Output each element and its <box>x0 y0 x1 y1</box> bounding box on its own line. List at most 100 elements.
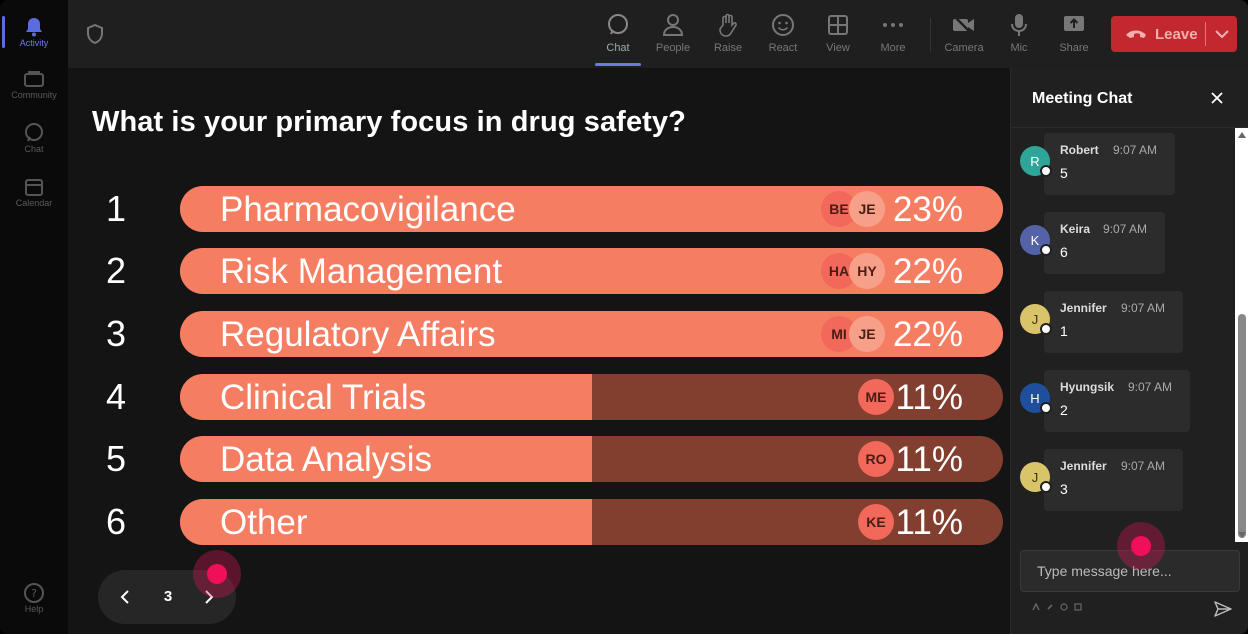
poll-option-bar[interactable]: Pharmacovigilance 23% BE JE <box>180 186 1003 232</box>
active-tab-indicator <box>595 63 641 66</box>
poll-stage: What is your primary focus in drug safet… <box>68 68 1010 634</box>
prev-page-button[interactable] <box>113 585 137 609</box>
avatar[interactable]: H <box>1020 383 1052 414</box>
toolbar-raise-button[interactable]: Raise <box>701 8 755 62</box>
voter-avatar: BE <box>821 191 857 227</box>
option-percent: 22% <box>892 315 963 354</box>
option-label: Regulatory Affairs <box>220 315 496 354</box>
toolbar-divider <box>930 18 931 52</box>
toolbar-more-button[interactable]: More <box>866 8 920 62</box>
message-text: 2 <box>1060 402 1068 418</box>
pointer-indicator <box>1117 522 1165 570</box>
smile-icon <box>770 12 796 38</box>
rail-item-label: Community <box>11 90 57 100</box>
toolbar-label: View <box>826 42 850 54</box>
page-number: 3 <box>163 588 173 605</box>
voter-avatar: ME <box>858 379 894 415</box>
poll-option-bar[interactable]: Risk Management 22% HA HY <box>180 248 1003 294</box>
option-number: 2 <box>106 250 127 291</box>
toolbar-camera-button[interactable]: Camera <box>937 8 991 62</box>
chevron-down-icon[interactable] <box>1211 23 1233 45</box>
avatar[interactable]: K <box>1020 225 1052 256</box>
next-page-button[interactable] <box>197 585 221 609</box>
avatar[interactable]: J <box>1020 304 1052 335</box>
gif-icon[interactable] <box>1073 602 1083 612</box>
message-bubble[interactable]: Jennifer 9:07 AM 1 <box>1044 291 1183 353</box>
avatar[interactable]: J <box>1020 462 1052 493</box>
rail-item-help[interactable]: ? Help <box>0 572 68 624</box>
scroll-up-arrow[interactable] <box>1238 132 1246 138</box>
message-bubble[interactable]: Robert 9:07 AM 5 <box>1044 133 1175 195</box>
rail-item-activity[interactable]: Activity <box>0 6 68 58</box>
message-text: 3 <box>1060 481 1068 497</box>
option-percent: 11% <box>895 503 963 542</box>
camera-off-icon <box>951 12 977 38</box>
presence-status <box>1040 244 1052 256</box>
help-icon: ? <box>23 582 45 604</box>
toolbar-label: Share <box>1059 42 1089 54</box>
share-icon <box>1061 12 1087 38</box>
attach-icon[interactable] <box>1045 602 1055 612</box>
option-percent: 22% <box>892 252 963 291</box>
close-chat-button[interactable] <box>1207 88 1227 108</box>
message-time: 9:07 AM <box>1113 143 1158 157</box>
chat-message: Robert 9:07 AM 5 R <box>1011 130 1235 195</box>
toolbar-label: Camera <box>944 42 984 54</box>
shield-icon[interactable] <box>86 23 106 45</box>
scroll-thumb[interactable] <box>1238 314 1246 538</box>
chat-bubble-icon <box>605 12 631 38</box>
toolbar-react-button[interactable]: React <box>756 8 810 62</box>
rail-item-label: Calendar <box>15 198 53 208</box>
emoji-icon[interactable] <box>1059 602 1069 612</box>
message-bubble[interactable]: Jennifer 9:07 AM 3 <box>1044 449 1183 511</box>
leave-label: Leave <box>1155 25 1198 43</box>
option-percent: 11% <box>895 440 963 479</box>
poll-option-bar[interactable]: Other 11% KE <box>180 499 1003 545</box>
sender-name: Jennifer <box>1060 301 1107 315</box>
more-dots-icon <box>880 12 906 38</box>
toolbar-share-button[interactable]: Share <box>1047 8 1101 62</box>
scroll-down-arrow[interactable] <box>1238 532 1246 538</box>
message-time: 9:07 AM <box>1121 301 1166 315</box>
toolbar-people-button[interactable]: People <box>646 8 700 62</box>
avatar-initial: K <box>1030 232 1040 248</box>
sender-name: Hyungsik <box>1060 380 1115 394</box>
phone-hangup-icon <box>1125 23 1147 45</box>
chat-messages: Robert 9:07 AM 5 R Keira 9:07 AM 6 K Jennifer 9:0… <box>1011 128 1235 542</box>
toolbar-mic-button[interactable]: Mic <box>992 8 1046 62</box>
rail-item-community[interactable]: Community <box>0 58 68 110</box>
sender-name: Jennifer <box>1060 459 1107 473</box>
poll-option-bar[interactable]: Data Analysis 11% RO <box>180 436 1003 482</box>
message-time: 9:07 AM <box>1121 459 1166 473</box>
option-percent: 11% <box>895 378 963 417</box>
chat-message: Jennifer 9:07 AM 1 J <box>1011 288 1235 353</box>
toolbar-view-button[interactable]: View <box>811 8 865 62</box>
format-icon[interactable] <box>1031 602 1041 612</box>
toolbar-label: People <box>655 42 691 54</box>
message-bubble[interactable]: Keira 9:07 AM 6 <box>1044 212 1165 274</box>
poll-question: What is your primary focus in drug safet… <box>92 106 686 138</box>
poll-option-bar[interactable]: Clinical Trials 11% ME <box>180 374 1003 420</box>
pointer-indicator <box>193 550 241 598</box>
avatar-initial: J <box>1031 469 1039 485</box>
send-button[interactable] <box>1212 598 1234 620</box>
rail-item-calendar[interactable]: Calendar <box>0 166 68 218</box>
message-bubble[interactable]: Hyungsik 9:07 AM 2 <box>1044 370 1190 432</box>
leave-button[interactable]: Leave <box>1111 16 1237 52</box>
avatar[interactable]: R <box>1020 146 1052 177</box>
option-number: 4 <box>106 376 127 417</box>
chat-scrollbar[interactable] <box>1235 128 1248 542</box>
rail-item-chat[interactable]: Chat <box>0 112 68 164</box>
presence-status <box>1040 481 1052 493</box>
chat-message: Keira 9:07 AM 6 K <box>1011 209 1235 274</box>
chat-message: Jennifer 9:07 AM 3 J <box>1011 446 1235 511</box>
option-label: Data Analysis <box>220 440 433 479</box>
option-number: 6 <box>106 501 127 542</box>
chevron-right-icon <box>205 590 214 604</box>
chat-message-input[interactable] <box>1020 550 1240 592</box>
bar-fill <box>180 436 592 482</box>
poll-option-bar[interactable]: Regulatory Affairs 22% MI JE <box>180 311 1003 357</box>
toolbar-chat-button[interactable]: Chat <box>591 8 645 66</box>
hand-icon <box>715 12 741 38</box>
